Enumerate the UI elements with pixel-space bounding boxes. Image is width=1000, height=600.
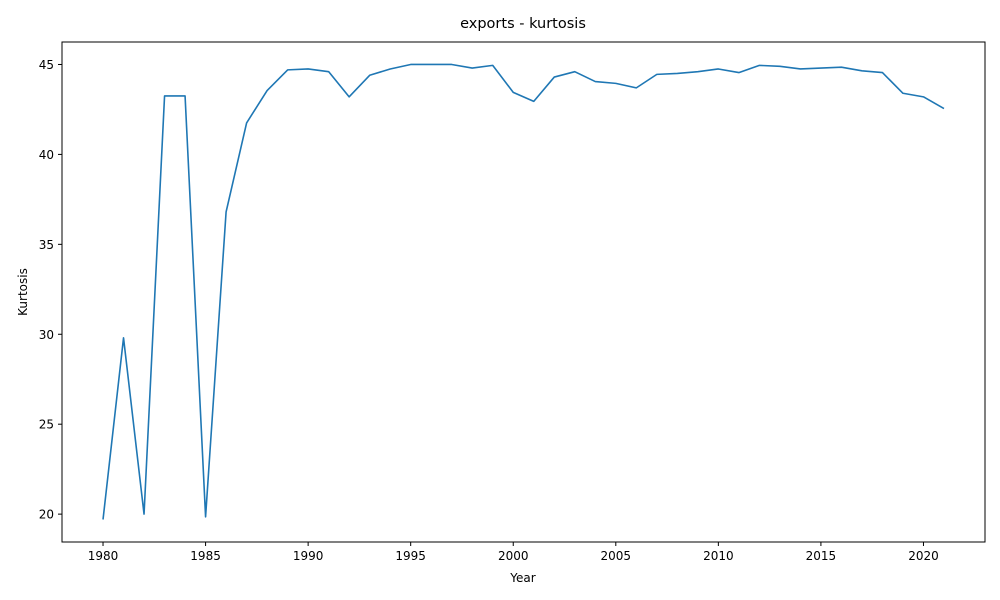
y-tick-label: 35 [39, 238, 54, 252]
y-tick-label: 40 [39, 148, 54, 162]
series-line [102, 63, 945, 520]
x-tick-label: 1985 [190, 549, 221, 563]
y-axis-title: Kurtosis [16, 268, 30, 316]
y-axis-ticks: 20 25 30 35 40 45 [39, 58, 62, 522]
x-tick-label: 2015 [806, 549, 837, 563]
x-tick-label: 1990 [293, 549, 324, 563]
x-tick-label: 2000 [498, 549, 529, 563]
x-tick-label: 2010 [703, 549, 734, 563]
x-axis-ticks: 1980 1985 1990 1995 2000 2005 2010 2015 2020 [88, 542, 939, 563]
series-layer [102, 63, 945, 520]
x-tick-label: 1980 [88, 549, 119, 563]
y-tick-label: 20 [39, 508, 54, 522]
plot-area-frame [61, 41, 986, 543]
x-tick-label: 2005 [601, 549, 632, 563]
y-tick-label: 30 [39, 328, 54, 342]
x-tick-label: 1995 [395, 549, 426, 563]
chart-title: exports - kurtosis [460, 16, 586, 32]
x-tick-label: 2020 [908, 549, 939, 563]
x-axis-title: Year [509, 571, 535, 585]
y-tick-label: 25 [39, 418, 54, 432]
y-tick-label: 45 [39, 58, 54, 72]
